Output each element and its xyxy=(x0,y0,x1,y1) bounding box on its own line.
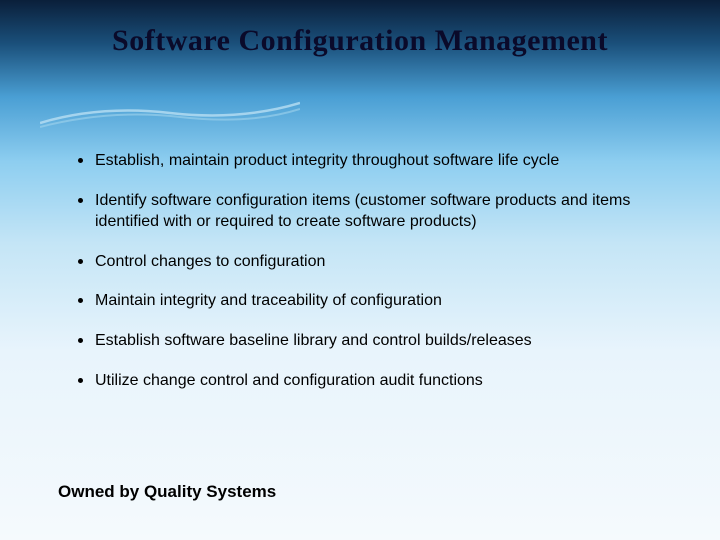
slide-title: Software Configuration Management xyxy=(0,24,720,58)
bullet-text: Control changes to configuration xyxy=(95,251,660,273)
bullet-text: Identify software configuration items (c… xyxy=(95,190,660,233)
bullet-text: Establish, maintain product integrity th… xyxy=(95,150,660,172)
list-item: Establish software baseline library and … xyxy=(78,330,660,352)
slide-container: Software Configuration Management Establ… xyxy=(0,0,720,540)
list-item: Control changes to configuration xyxy=(78,251,660,273)
bullet-list: Establish, maintain product integrity th… xyxy=(78,150,660,409)
bullet-icon xyxy=(78,338,83,343)
decorative-swoosh xyxy=(40,95,300,135)
bullet-text: Utilize change control and configuration… xyxy=(95,370,660,392)
bullet-icon xyxy=(78,158,83,163)
list-item: Establish, maintain product integrity th… xyxy=(78,150,660,172)
list-item: Utilize change control and configuration… xyxy=(78,370,660,392)
list-item: Maintain integrity and traceability of c… xyxy=(78,290,660,312)
bullet-text: Maintain integrity and traceability of c… xyxy=(95,290,660,312)
bullet-icon xyxy=(78,198,83,203)
bullet-icon xyxy=(78,259,83,264)
bullet-icon xyxy=(78,378,83,383)
bullet-icon xyxy=(78,298,83,303)
footer-text: Owned by Quality Systems xyxy=(58,482,276,502)
bullet-text: Establish software baseline library and … xyxy=(95,330,660,352)
list-item: Identify software configuration items (c… xyxy=(78,190,660,233)
